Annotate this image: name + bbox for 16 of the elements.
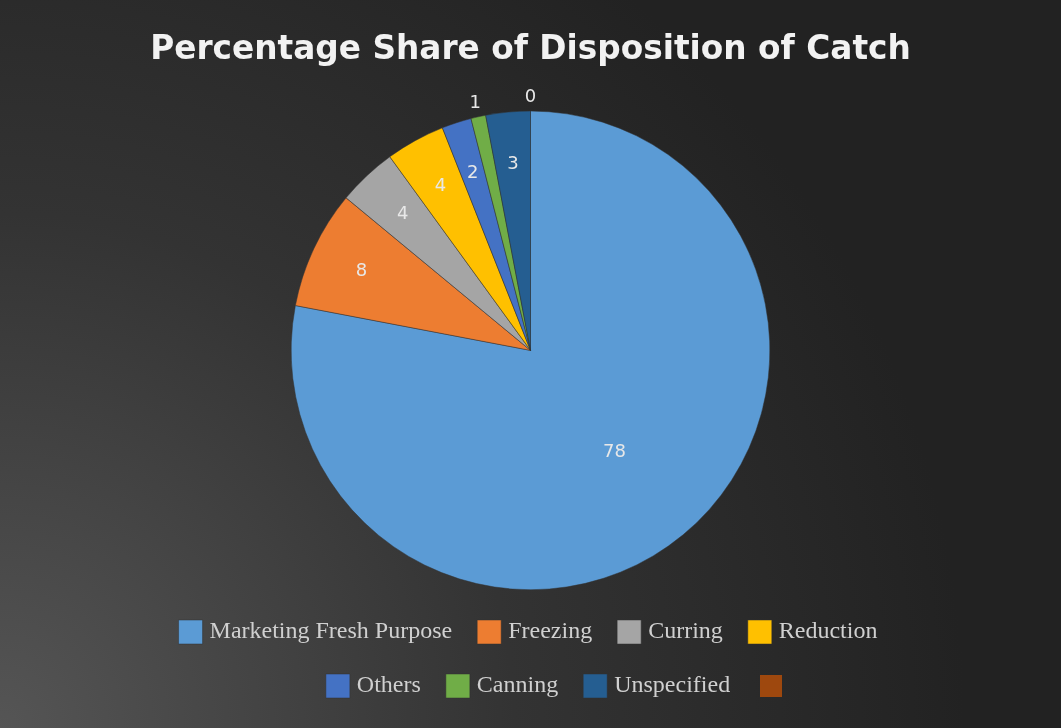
legend-label: Curring (648, 617, 723, 644)
chart-title: Percentage Share of Disposition of Catch (150, 27, 911, 68)
data-label: 4 (434, 174, 447, 196)
data-label: 8 (355, 258, 368, 280)
legend-label: Freezing (508, 617, 593, 644)
data-label: 3 (507, 152, 519, 174)
data-label: 78 (602, 439, 626, 461)
data-label: 2 (467, 160, 479, 182)
legend-label: Others (356, 671, 421, 698)
legend-label: Canning (476, 671, 559, 698)
legend-label: Reduction (778, 617, 878, 644)
text: 0 (524, 84, 537, 106)
legend-label: Unspecified (614, 671, 731, 698)
legend-label: Marketing Fresh Purpose (209, 617, 453, 644)
data-label: 4 (396, 201, 409, 223)
data-label: 1 (469, 90, 481, 112)
